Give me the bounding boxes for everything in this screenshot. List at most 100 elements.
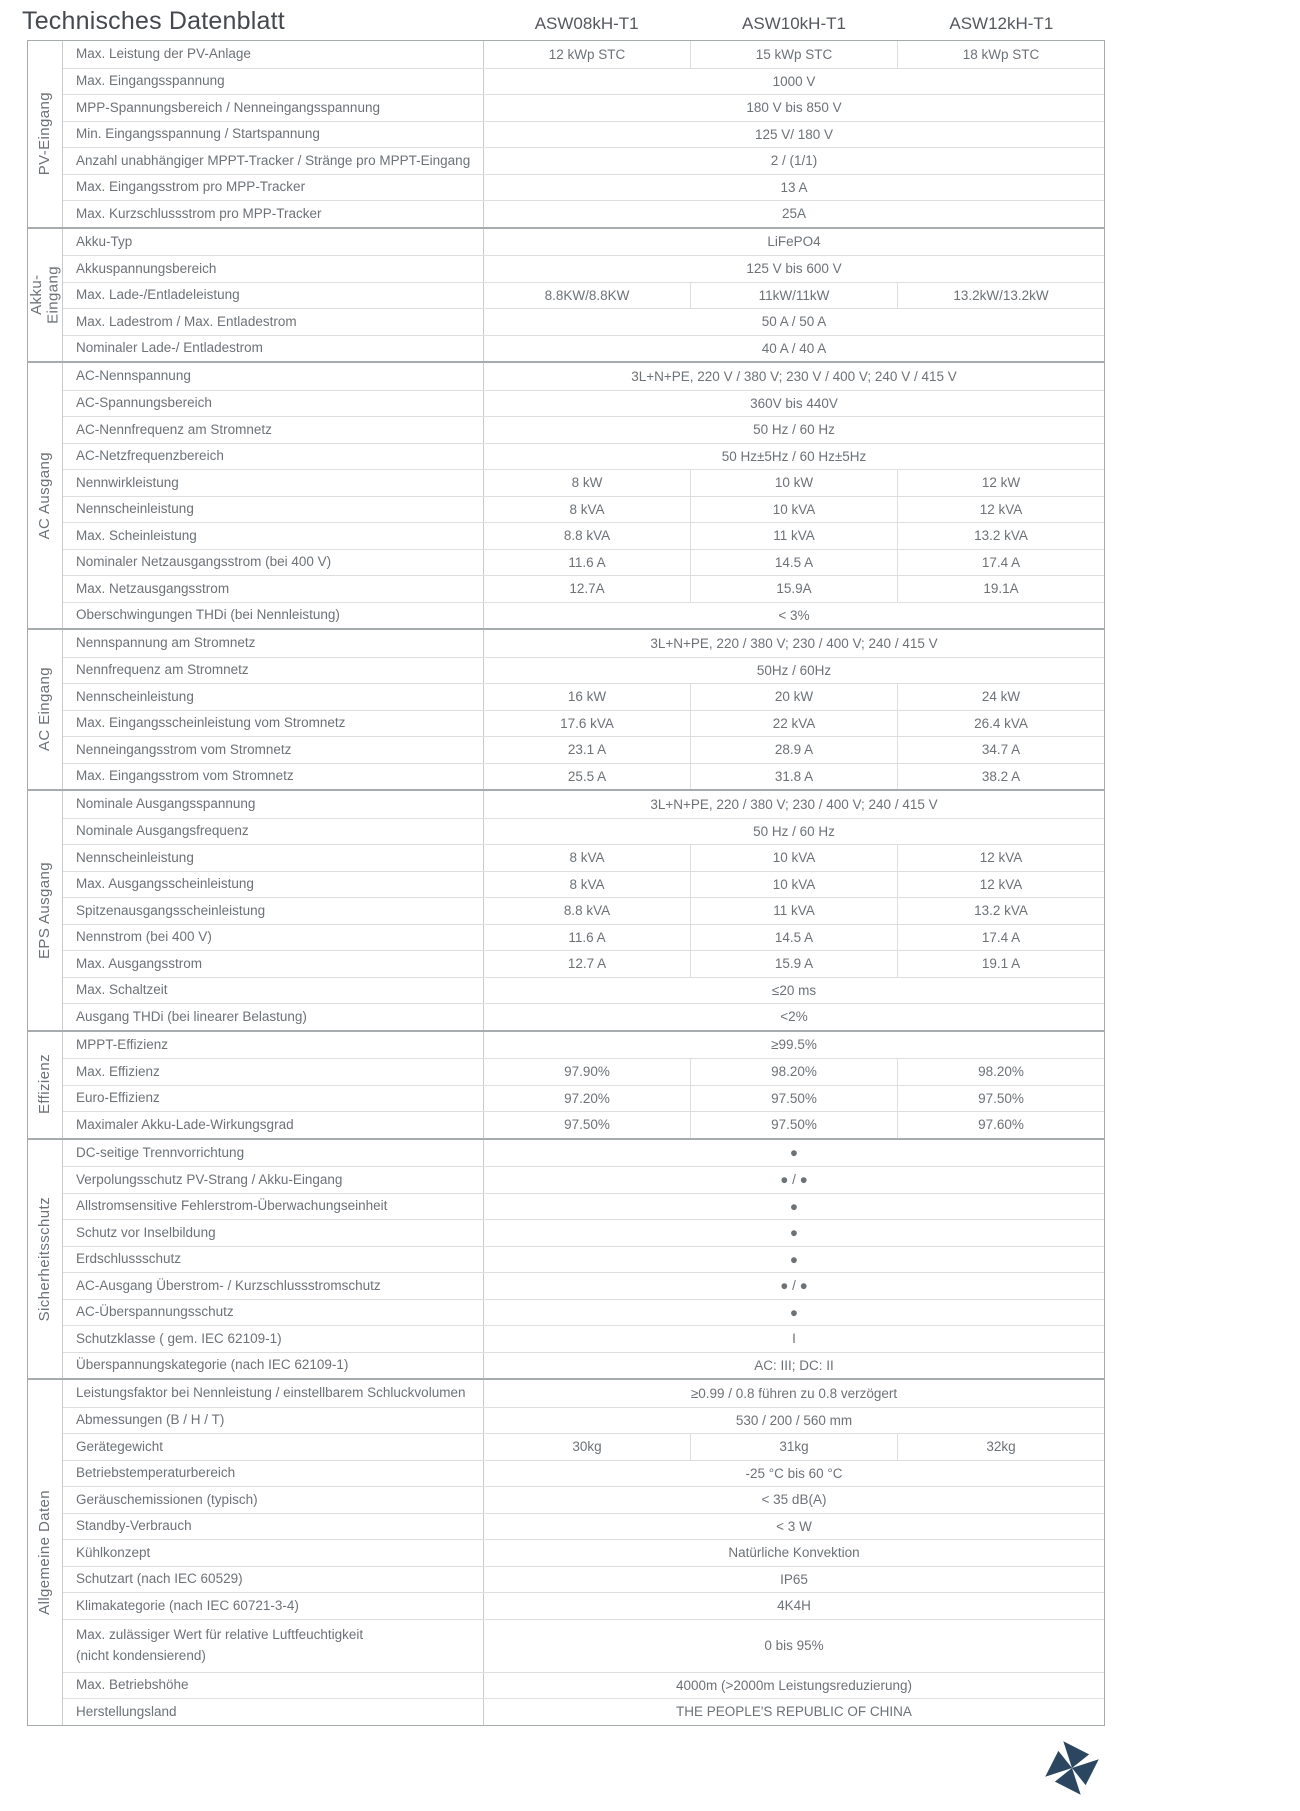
spec-value-text: 50 Hz / 60 Hz xyxy=(753,823,835,839)
spec-value-cell: 12 kVA xyxy=(897,845,1104,871)
spec-label-text: Nennscheinleistung xyxy=(76,849,194,865)
spec-label-text: Nennwirkleistung xyxy=(76,474,179,490)
spec-value-cells: 4000m (>2000m Leistungsreduzierung) xyxy=(483,1672,1104,1698)
spec-label-cell: Oberschwingungen THDi (bei Nennleistung) xyxy=(63,603,483,629)
spec-row: Max. Ausgangsstrom 12.7 A 15.9 A 19.1 A xyxy=(63,950,1104,977)
spec-value-cells: 8.8 kVA 11 kVA 13.2 kVA xyxy=(483,898,1104,924)
spec-row: Max. Lade-/Entladeleistung 8.8KW/8.8KW 11k… xyxy=(63,281,1104,308)
spec-value-text: ● xyxy=(789,1145,799,1161)
spec-value-cell: 26.4 kVA xyxy=(897,710,1104,736)
spec-label-text: MPPT-Effizienz xyxy=(76,1036,169,1052)
spec-value-cells: I xyxy=(483,1326,1104,1352)
spec-value-merged-cell: 40 A / 40 A xyxy=(484,336,1104,362)
spec-value-text: 31.8 A xyxy=(774,768,814,784)
spec-label-cell: Max. Eingangsstrom vom Stromnetz xyxy=(63,764,483,790)
spec-label-cell: Nennfrequenz am Stromnetz xyxy=(63,658,483,684)
spec-label-cell: Max. Eingangsspannung xyxy=(63,69,483,95)
spec-value-cell: 8 kVA xyxy=(484,872,690,898)
spec-row: Gerätegewicht 30kg 31kg 32kg xyxy=(63,1433,1104,1460)
section-sidebar: Effizienz xyxy=(28,1031,63,1138)
model-header-row: ASW08kH-T1 ASW10kH-T1 ASW12kH-T1 xyxy=(483,14,1105,34)
spec-label-cell: DC-seitige Trennvorrichtung xyxy=(63,1140,483,1167)
spec-value-text: 17.6 kVA xyxy=(560,715,614,731)
spec-value-text: 15.9 A xyxy=(774,956,814,972)
spec-value-merged-cell: ● / ● xyxy=(484,1273,1104,1299)
spec-label-text: Nennfrequenz am Stromnetz xyxy=(76,662,249,678)
spec-label-cell: Akkuspannungsbereich xyxy=(63,256,483,282)
spec-value-text: 3L+N+PE, 220 / 380 V; 230 / 400 V; 240 /… xyxy=(650,796,938,812)
spec-label-text: Nennspannung am Stromnetz xyxy=(76,635,256,651)
spec-value-merged-cell: 50Hz / 60Hz xyxy=(484,658,1104,684)
spec-value-cells: THE PEOPLE'S REPUBLIC OF CHINA xyxy=(483,1699,1104,1725)
spec-label-text: AC-Ausgang Überstrom- / Kurzschlussstrom… xyxy=(76,1277,381,1293)
spec-row: Erdschlussschutz ● xyxy=(63,1245,1104,1272)
spec-value-cell: 13.2kW/13.2kW xyxy=(897,282,1104,308)
spec-value-cell: 11.6 A xyxy=(484,550,690,576)
spec-label-cell: Verpolungsschutz PV-Strang / Akku-Eingan… xyxy=(63,1167,483,1193)
spec-label-cell: Max. Betriebshöhe xyxy=(63,1673,483,1699)
spec-label-text: Euro-Effizienz xyxy=(76,1090,160,1106)
spec-label-cell: Max. Leistung der PV-Anlage xyxy=(63,41,483,68)
solplanet-logo xyxy=(1045,1741,1099,1795)
spec-value-cell: 97.90% xyxy=(484,1059,690,1085)
spec-value-cell: 17.4 A xyxy=(897,924,1104,950)
spec-value-cell: 10 kW xyxy=(690,470,897,496)
spec-value-text: 16 kW xyxy=(567,689,607,705)
spec-label-cell: Max. Schaltzeit xyxy=(63,978,483,1004)
spec-label-cell: Kühlkonzept xyxy=(63,1540,483,1566)
section-rows: Akku-Typ LiFePO4 Akkuspannungsbereich 125 V… xyxy=(63,228,1104,362)
spec-row: AC-Ausgang Überstrom- / Kurzschlussstrom… xyxy=(63,1272,1104,1299)
spec-label-text: Max. Betriebshöhe xyxy=(76,1677,189,1693)
section-rows: MPPT-Effizienz ≥99.5% Max. Effizienz 97.90%… xyxy=(63,1031,1104,1138)
spec-label-text: Max. Lade-/Entladeleistung xyxy=(76,287,240,303)
spec-value-cell: 97.60% xyxy=(897,1112,1104,1138)
spec-label-cell: Nominaler Lade-/ Entladestrom xyxy=(63,336,483,362)
spec-value-cell: 98.20% xyxy=(897,1059,1104,1085)
spec-value-text: 25A xyxy=(781,206,807,222)
spec-value-cells: 11.6 A 14.5 A 17.4 A xyxy=(483,924,1104,950)
spec-row: Nominaler Lade-/ Entladestrom 40 A / 40 A xyxy=(63,334,1104,362)
spec-value-cells: IP65 xyxy=(483,1566,1104,1592)
spec-value-cells: 12.7 A 15.9 A 19.1 A xyxy=(483,951,1104,977)
spec-value-text: LiFePO4 xyxy=(767,234,821,250)
spec-value-text: 11kW/11kW xyxy=(758,287,830,303)
spec-label-text: Max. Ausgangsscheinleistung xyxy=(76,876,254,892)
spec-label-text: Nennscheinleistung xyxy=(76,688,194,704)
spec-value-cell: 11kW/11kW xyxy=(690,282,897,308)
spec-value-merged-cell: 360V bis 440V xyxy=(484,391,1104,417)
spec-value-text: 50 A / 50 A xyxy=(761,314,827,330)
spec-value-cells: 50 A / 50 A xyxy=(483,309,1104,335)
spec-value-merged-cell: < 3 W xyxy=(484,1514,1104,1540)
spec-value-text: 34.7 A xyxy=(981,742,1021,758)
section-rows: Max. Leistung der PV-Anlage 12 kWp STC 15 … xyxy=(63,41,1104,227)
spec-value-cells: 2 / (1/1) xyxy=(483,148,1104,174)
spec-label-cell: Max. Ausgangsscheinleistung xyxy=(63,872,483,898)
spec-value-text: 8 kVA xyxy=(569,850,605,866)
spec-value-merged-cell: ● / ● xyxy=(484,1167,1104,1193)
spec-value-cells: 125 V bis 600 V xyxy=(483,256,1104,282)
section-label: PV-Eingang xyxy=(35,92,53,176)
spec-value-merged-cell: 4K4H xyxy=(484,1593,1104,1619)
spec-row: Nenneingangsstrom vom Stromnetz 23.1 A 28.… xyxy=(63,736,1104,763)
spec-label-text: Max. Ladestrom / Max. Entladestrom xyxy=(76,313,297,329)
spec-label-text: Max. Eingangsstrom pro MPP-Tracker xyxy=(76,179,306,195)
spec-value-merged-cell: AC: III; DC: II xyxy=(484,1353,1104,1379)
spec-value-text: 8.8KW/8.8KW xyxy=(544,287,630,303)
spec-label-text: Leistungsfaktor bei Nennleistung / einst… xyxy=(76,1385,466,1401)
spec-value-cell: 97.50% xyxy=(484,1112,690,1138)
spec-value-cells: 125 V/ 180 V xyxy=(483,121,1104,147)
spec-row: AC-Nennfrequenz am Stromnetz 50 Hz / 60 H… xyxy=(63,416,1104,443)
spec-label-text: Gerätegewicht xyxy=(76,1438,164,1454)
spec-value-cell: 15 kWp STC xyxy=(690,41,897,68)
spec-row: Oberschwingungen THDi (bei Nennleistung)… xyxy=(63,601,1104,629)
spec-row: AC-Spannungsbereich 360V bis 440V xyxy=(63,389,1104,417)
spec-value-text: 98.20% xyxy=(978,1064,1024,1080)
spec-label-cell: Min. Eingangsspannung / Startspannung xyxy=(63,122,483,148)
spec-value-text: 15.9A xyxy=(776,581,812,597)
spec-value-cells: 4K4H xyxy=(483,1593,1104,1619)
spec-table: PV-Eingang Max. Leistung der PV-Anlage 12 … xyxy=(27,40,1105,1726)
spec-value-merged-cell: I xyxy=(484,1326,1104,1352)
spec-label-text: Nominale Ausgangsfrequenz xyxy=(76,823,249,839)
spec-row: MPPT-Effizienz ≥99.5% xyxy=(63,1031,1104,1058)
section-label: Effizienz xyxy=(35,1054,53,1115)
